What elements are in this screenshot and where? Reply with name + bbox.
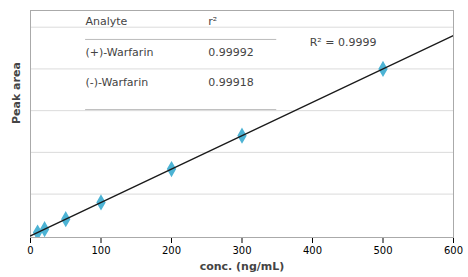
svg-text:0: 0	[27, 245, 33, 256]
svg-text:R² = 0.9999: R² = 0.9999	[310, 36, 377, 49]
svg-text:0.99918: 0.99918	[208, 76, 254, 89]
svg-text:200: 200	[162, 245, 181, 256]
svg-text:300: 300	[232, 245, 251, 256]
svg-text:400: 400	[303, 245, 322, 256]
svg-text:(-)-Warfarin: (-)-Warfarin	[85, 76, 148, 89]
svg-text:r²: r²	[208, 15, 217, 28]
svg-text:100: 100	[91, 245, 110, 256]
svg-text:(+)-Warfarin: (+)-Warfarin	[85, 46, 153, 59]
svg-text:conc. (ng/mL): conc. (ng/mL)	[200, 260, 285, 273]
svg-text:0.99992: 0.99992	[208, 46, 254, 59]
svg-text:600: 600	[444, 245, 463, 256]
svg-text:Analyte: Analyte	[85, 15, 127, 28]
svg-text:Peak area: Peak area	[10, 62, 23, 124]
svg-text:500: 500	[373, 245, 392, 256]
